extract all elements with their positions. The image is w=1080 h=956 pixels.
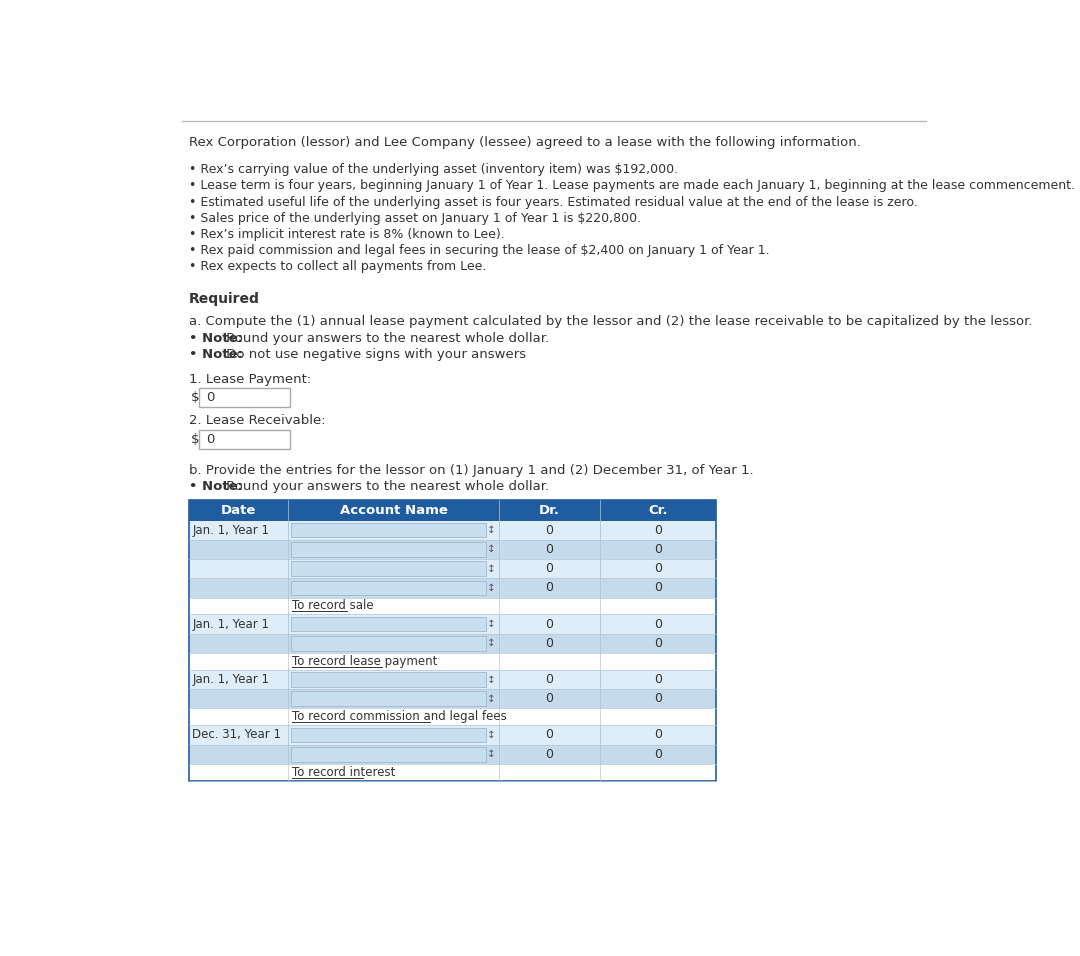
Text: ↕: ↕ — [487, 544, 496, 554]
Text: a. Compute the (1) annual lease payment calculated by the lessor and (2) the lea: a. Compute the (1) annual lease payment … — [189, 315, 1032, 328]
Text: ↕: ↕ — [487, 583, 496, 593]
Bar — [291, 672, 486, 686]
Bar — [291, 561, 486, 576]
Text: Account Name: Account Name — [340, 504, 448, 516]
Text: • Rex paid commission and legal fees in securing the lease of $2,400 on January : • Rex paid commission and legal fees in … — [189, 244, 770, 257]
Text: 0: 0 — [654, 692, 662, 706]
Text: Round your answers to the nearest whole dollar.: Round your answers to the nearest whole … — [221, 332, 549, 345]
Text: To record lease payment: To record lease payment — [292, 655, 437, 668]
Text: Required: Required — [189, 292, 260, 306]
Text: Dr.: Dr. — [539, 504, 561, 516]
Text: • Note:: • Note: — [189, 332, 243, 345]
Text: Jan. 1, Year 1: Jan. 1, Year 1 — [192, 524, 269, 536]
Bar — [189, 634, 716, 653]
Bar — [199, 388, 291, 407]
Text: 0: 0 — [545, 748, 554, 761]
Text: 0: 0 — [654, 728, 662, 742]
Text: 0: 0 — [545, 692, 554, 706]
Text: 0: 0 — [654, 562, 662, 576]
Text: • Note:: • Note: — [189, 480, 243, 492]
Text: Round your answers to the nearest whole dollar.: Round your answers to the nearest whole … — [221, 480, 549, 492]
Text: 0: 0 — [654, 748, 662, 761]
Text: 0: 0 — [545, 524, 554, 536]
Text: Rex Corporation (lessor) and Lee Company (lessee) agreed to a lease with the fol: Rex Corporation (lessor) and Lee Company… — [189, 137, 861, 149]
Bar — [189, 764, 716, 781]
Bar — [189, 559, 716, 578]
Text: Dec. 31, Year 1: Dec. 31, Year 1 — [192, 728, 282, 742]
Bar — [291, 580, 486, 596]
Bar — [189, 726, 716, 745]
Bar — [291, 542, 486, 556]
Text: • Estimated useful life of the underlying asset is four years. Estimated residua: • Estimated useful life of the underlyin… — [189, 196, 918, 208]
Bar — [189, 540, 716, 559]
Text: ↕: ↕ — [487, 564, 496, 574]
Text: 0: 0 — [654, 581, 662, 595]
Text: To record sale: To record sale — [292, 599, 374, 613]
Text: ↕: ↕ — [487, 675, 496, 684]
Text: • Rex expects to collect all payments from Lee.: • Rex expects to collect all payments fr… — [189, 260, 487, 273]
Text: To record commission and legal fees: To record commission and legal fees — [292, 710, 507, 724]
Text: $: $ — [191, 433, 200, 445]
Bar — [189, 708, 716, 726]
Bar — [291, 523, 486, 537]
Text: ↕: ↕ — [487, 694, 496, 704]
Text: 0: 0 — [654, 543, 662, 555]
Bar — [189, 578, 716, 598]
Text: • Rex’s implicit interest rate is 8% (known to Lee).: • Rex’s implicit interest rate is 8% (kn… — [189, 228, 505, 241]
Text: 0: 0 — [654, 637, 662, 650]
Bar — [291, 728, 486, 742]
Text: 0: 0 — [545, 543, 554, 555]
Bar — [291, 617, 486, 631]
Text: 1. Lease Payment:: 1. Lease Payment: — [189, 373, 311, 385]
Text: 0: 0 — [654, 524, 662, 536]
Text: 0: 0 — [545, 728, 554, 742]
Text: • Note:: • Note: — [189, 348, 243, 361]
Bar — [189, 598, 716, 615]
Bar — [189, 500, 716, 520]
Text: Date: Date — [221, 504, 257, 516]
Text: 2. Lease Receivable:: 2. Lease Receivable: — [189, 414, 326, 427]
Text: 0: 0 — [545, 562, 554, 576]
Text: 0: 0 — [545, 637, 554, 650]
Text: $: $ — [191, 391, 200, 404]
Bar — [189, 653, 716, 670]
Bar — [199, 429, 291, 449]
Text: ↕: ↕ — [487, 525, 496, 535]
Text: To record interest: To record interest — [292, 766, 395, 779]
Text: b. Provide the entries for the lessor on (1) January 1 and (2) December 31, of Y: b. Provide the entries for the lessor on… — [189, 464, 754, 476]
Text: Do not use negative signs with your answers: Do not use negative signs with your answ… — [221, 348, 526, 361]
Bar — [291, 747, 486, 762]
Text: ↕: ↕ — [487, 750, 496, 759]
Text: 0: 0 — [654, 673, 662, 686]
Text: Cr.: Cr. — [648, 504, 667, 516]
Text: Jan. 1, Year 1: Jan. 1, Year 1 — [192, 618, 269, 631]
Bar — [189, 670, 716, 689]
Text: 0: 0 — [654, 618, 662, 631]
Bar — [189, 745, 716, 764]
Bar — [189, 500, 716, 781]
Text: Jan. 1, Year 1: Jan. 1, Year 1 — [192, 673, 269, 686]
Bar — [189, 615, 716, 634]
Text: 0: 0 — [545, 581, 554, 595]
Bar — [291, 636, 486, 651]
Bar — [189, 689, 716, 708]
Text: • Lease term is four years, beginning January 1 of Year 1. Lease payments are ma: • Lease term is four years, beginning Ja… — [189, 180, 1076, 192]
Text: 0: 0 — [545, 673, 554, 686]
Bar — [291, 691, 486, 706]
Text: ↕: ↕ — [487, 619, 496, 629]
Text: • Rex’s carrying value of the underlying asset (inventory item) was $192,000.: • Rex’s carrying value of the underlying… — [189, 163, 678, 176]
Bar — [189, 520, 716, 540]
Text: 0: 0 — [545, 618, 554, 631]
Text: 0: 0 — [206, 391, 215, 404]
Text: ↕: ↕ — [487, 730, 496, 740]
Text: ↕: ↕ — [487, 639, 496, 648]
Text: • Sales price of the underlying asset on January 1 of Year 1 is $220,800.: • Sales price of the underlying asset on… — [189, 211, 642, 225]
Text: 0: 0 — [206, 433, 215, 445]
